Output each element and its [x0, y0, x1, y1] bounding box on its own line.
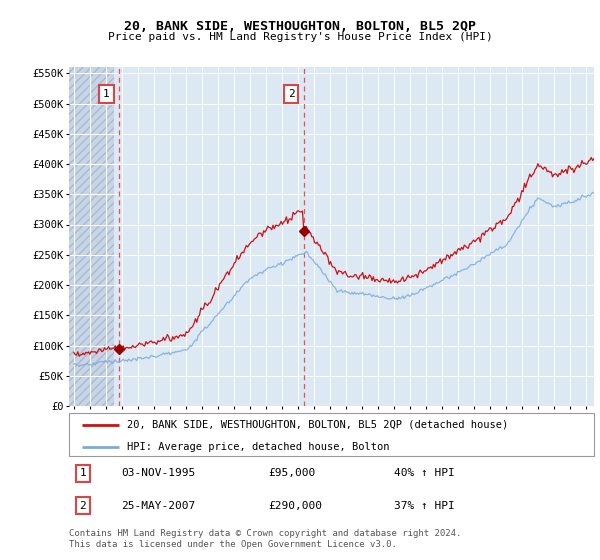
FancyBboxPatch shape: [69, 413, 594, 456]
Text: HPI: Average price, detached house, Bolton: HPI: Average price, detached house, Bolt…: [127, 442, 389, 452]
Text: 40% ↑ HPI: 40% ↑ HPI: [395, 468, 455, 478]
Text: £290,000: £290,000: [269, 501, 323, 511]
Text: 20, BANK SIDE, WESTHOUGHTON, BOLTON, BL5 2QP (detached house): 20, BANK SIDE, WESTHOUGHTON, BOLTON, BL5…: [127, 420, 508, 430]
Text: 03-NOV-1995: 03-NOV-1995: [121, 468, 196, 478]
Text: 1: 1: [103, 89, 110, 99]
Text: 25-MAY-2007: 25-MAY-2007: [121, 501, 196, 511]
Text: 20, BANK SIDE, WESTHOUGHTON, BOLTON, BL5 2QP: 20, BANK SIDE, WESTHOUGHTON, BOLTON, BL5…: [124, 20, 476, 32]
Text: 2: 2: [79, 501, 86, 511]
Text: Contains HM Land Registry data © Crown copyright and database right 2024.
This d: Contains HM Land Registry data © Crown c…: [69, 529, 461, 549]
Text: £95,000: £95,000: [269, 468, 316, 478]
Text: Price paid vs. HM Land Registry's House Price Index (HPI): Price paid vs. HM Land Registry's House …: [107, 32, 493, 42]
Bar: [69, 67, 114, 406]
Text: 2: 2: [288, 89, 295, 99]
Text: 37% ↑ HPI: 37% ↑ HPI: [395, 501, 455, 511]
Text: 1: 1: [79, 468, 86, 478]
